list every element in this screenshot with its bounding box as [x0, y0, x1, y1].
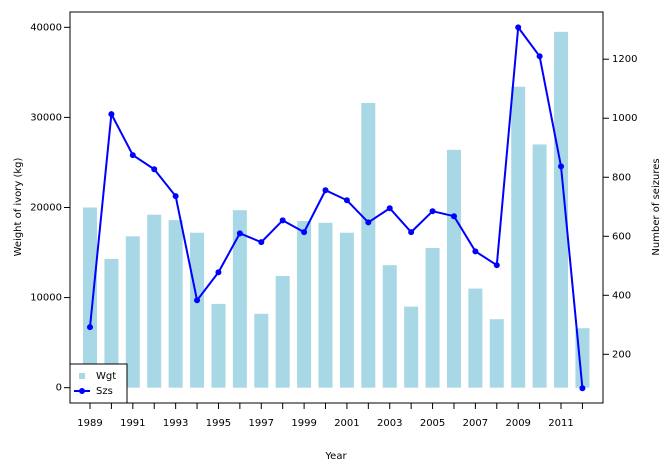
bar [404, 306, 419, 388]
point [258, 239, 265, 246]
x-tick-label: 2011 [548, 418, 573, 429]
bar [532, 144, 547, 388]
y2-tick-label: 600 [612, 231, 631, 242]
bar [190, 232, 205, 388]
y-tick-label: 30000 [30, 112, 62, 123]
x-tick-label: 1991 [120, 418, 145, 429]
bar [511, 86, 526, 388]
point [301, 229, 308, 236]
y-tick-label: 40000 [30, 22, 62, 33]
bar [489, 319, 504, 388]
legend-box [69, 363, 128, 404]
y2-tick-label: 200 [612, 349, 631, 360]
point [279, 217, 286, 224]
legend-swatch [79, 388, 85, 394]
point [194, 297, 201, 304]
point [108, 111, 115, 118]
bar [361, 102, 376, 388]
line [89, 24, 584, 389]
bar [339, 232, 354, 388]
point [429, 208, 436, 215]
y-axis-label: Weight of ivory (kg) [13, 158, 24, 257]
y2-tick-label: 1200 [612, 54, 637, 65]
point [536, 53, 543, 60]
y-tick-label: 20000 [30, 203, 62, 214]
bar [275, 275, 290, 388]
bar [83, 207, 97, 388]
y2-tick-label: 400 [612, 290, 631, 301]
point [236, 230, 243, 237]
x-tick-label: 2003 [377, 418, 402, 429]
x-tick-label: 1989 [77, 418, 102, 429]
point [343, 197, 350, 204]
point [129, 152, 136, 159]
x-axis-label: Year [324, 451, 347, 461]
legend-swatch [79, 373, 85, 379]
point [450, 213, 457, 220]
bar [318, 222, 333, 388]
x-tick-label: 1997 [249, 418, 274, 429]
point [579, 385, 586, 392]
x-tick-label: 1993 [163, 418, 188, 429]
bar [297, 221, 312, 388]
bar [382, 265, 397, 388]
point [515, 24, 522, 31]
point [365, 219, 372, 226]
y2-tick-label: 1000 [612, 113, 637, 124]
bar [254, 313, 269, 388]
point [215, 269, 222, 276]
legend-label: Wgt [96, 371, 116, 382]
point [558, 163, 565, 170]
point [87, 324, 93, 331]
point [472, 248, 479, 255]
bar [446, 149, 461, 388]
y2-axis-label: Number of seizures [651, 158, 662, 255]
x-tick-label: 2001 [334, 418, 359, 429]
bar [125, 236, 140, 388]
point [322, 187, 329, 194]
bar [554, 31, 569, 388]
bar [425, 248, 440, 388]
x-tick-label: 1999 [291, 418, 316, 429]
x-tick-label: 2005 [420, 418, 445, 429]
bar [104, 258, 119, 388]
bar [168, 220, 183, 388]
point [151, 166, 158, 173]
legend-label: Szs [96, 386, 113, 397]
point [408, 229, 415, 236]
bar [211, 303, 226, 388]
bar [147, 214, 162, 388]
x-tick-label: 1995 [206, 418, 231, 429]
bar [232, 210, 247, 388]
y-tick-label: 10000 [30, 293, 62, 304]
y-tick-label: 0 [56, 383, 62, 394]
bar [468, 288, 483, 388]
point [172, 193, 179, 200]
point [386, 205, 393, 212]
x-tick-label: 2007 [463, 418, 488, 429]
point [493, 262, 500, 269]
y2-tick-label: 800 [612, 172, 631, 183]
x-tick-label: 2009 [505, 418, 530, 429]
